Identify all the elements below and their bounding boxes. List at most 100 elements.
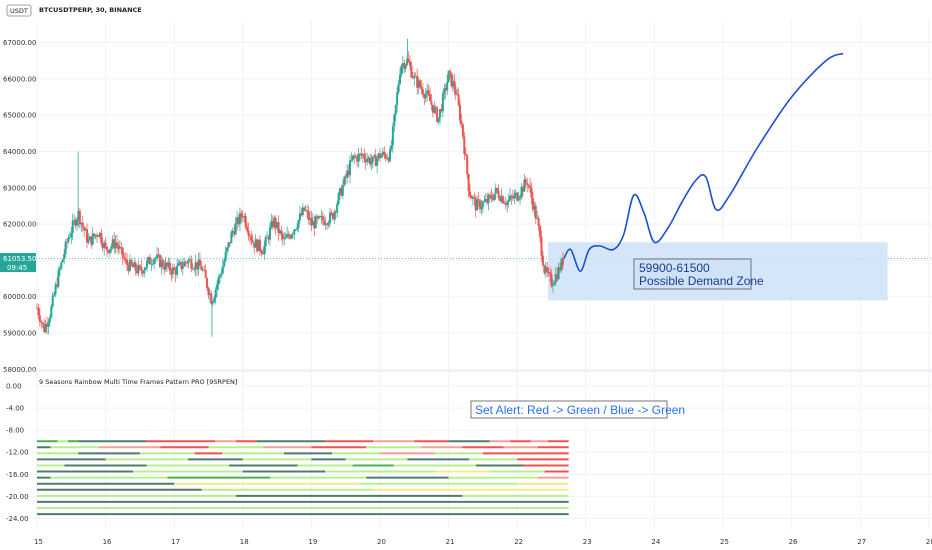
candle-body <box>303 207 306 211</box>
x-tick-label: 26 <box>789 538 798 546</box>
candle-body <box>66 241 69 243</box>
candle-body <box>347 170 350 176</box>
candle-body <box>257 239 260 252</box>
candle-body <box>281 234 284 240</box>
candle-body <box>228 242 231 244</box>
x-tick-label: 17 <box>171 538 180 546</box>
candle-body <box>150 263 153 265</box>
candle-body <box>507 199 510 202</box>
candle-body <box>389 149 392 162</box>
candle-body <box>496 188 499 191</box>
currency-badge-box[interactable] <box>6 4 32 17</box>
candle-body <box>546 266 549 273</box>
candle-body <box>146 260 149 268</box>
candle-body <box>420 86 423 90</box>
y-tick-label: -16.00 <box>6 471 29 479</box>
candle-body <box>440 109 443 112</box>
candle-body <box>110 246 113 249</box>
candle-body <box>243 216 246 218</box>
candle-body <box>393 114 396 127</box>
candle-body <box>541 255 544 266</box>
candle-body <box>353 155 356 158</box>
candle-body <box>371 156 374 162</box>
y-tick-label: 62000.00 <box>3 221 36 229</box>
candle-body <box>263 246 266 255</box>
candle-body <box>198 259 201 266</box>
candle-body <box>50 306 53 318</box>
candle-body <box>487 194 490 203</box>
candle-body <box>297 220 300 228</box>
candle-body <box>133 262 136 268</box>
candle-body <box>523 179 526 192</box>
candle-body <box>317 216 320 219</box>
candle-body <box>86 229 89 243</box>
candle-body <box>67 237 70 243</box>
candle-body <box>200 265 203 270</box>
candle-body <box>524 179 527 184</box>
candle-body <box>454 89 457 95</box>
candle-body <box>446 82 449 91</box>
candle-body <box>484 199 487 201</box>
candle-body <box>121 247 124 258</box>
candle-body <box>320 216 323 218</box>
candle-body <box>208 293 211 296</box>
currency-badge: USDT <box>10 7 28 15</box>
candle-body <box>191 268 194 270</box>
candle-body <box>250 236 253 241</box>
candle-body <box>351 155 354 160</box>
indicator-title: 9 Seasons Rainbow Multi Time Frames Patt… <box>39 378 237 386</box>
candle-body <box>374 155 377 166</box>
candle-body <box>481 201 484 208</box>
candle-body <box>348 160 351 176</box>
candlestick-series <box>36 38 564 337</box>
candle-body <box>204 270 207 279</box>
candle-body <box>476 199 479 211</box>
candle-body <box>193 268 196 270</box>
candle-body <box>328 212 331 223</box>
candle-body <box>61 259 64 263</box>
candle-body <box>361 154 364 156</box>
x-tick-label: 22 <box>514 538 523 546</box>
candle-body <box>268 227 271 240</box>
candle-body <box>116 242 119 246</box>
candle-body <box>409 61 412 66</box>
candle-body <box>41 322 44 324</box>
candle-body <box>296 227 299 230</box>
candle-body <box>377 153 380 159</box>
candle-body <box>533 205 536 210</box>
candle-body <box>54 284 57 295</box>
candle-body <box>98 232 101 237</box>
candle-body <box>266 236 269 238</box>
candle-body <box>51 295 54 307</box>
candle-body <box>220 273 223 276</box>
candle-body <box>419 80 422 87</box>
candle-body <box>57 270 60 287</box>
candle-body <box>444 88 447 91</box>
candle-body <box>173 267 176 270</box>
candle-body <box>36 307 38 309</box>
candle-body <box>270 220 273 228</box>
candle-body <box>313 220 316 229</box>
candle-body <box>230 232 233 244</box>
candle-body <box>127 265 130 271</box>
candle-body <box>466 155 469 174</box>
candle-body <box>334 211 337 213</box>
candle-body <box>403 62 406 69</box>
candle-body <box>137 265 140 274</box>
candle-body <box>188 259 191 261</box>
candle-body <box>217 277 220 285</box>
candle-body <box>158 254 161 268</box>
y-tick-label: 64000.00 <box>3 148 36 156</box>
candle-body <box>130 259 133 265</box>
x-tick-label: 20 <box>377 538 386 546</box>
y-tick-label: 59000.00 <box>3 330 36 338</box>
y-tick-label: -24.00 <box>6 515 29 523</box>
candle-body <box>131 264 134 268</box>
candle-body <box>343 176 346 186</box>
candle-body <box>367 157 370 160</box>
x-tick-label: 23 <box>583 538 592 546</box>
candle-body <box>154 258 157 260</box>
candle-body <box>81 222 84 227</box>
x-tick-label: 21 <box>446 538 455 546</box>
